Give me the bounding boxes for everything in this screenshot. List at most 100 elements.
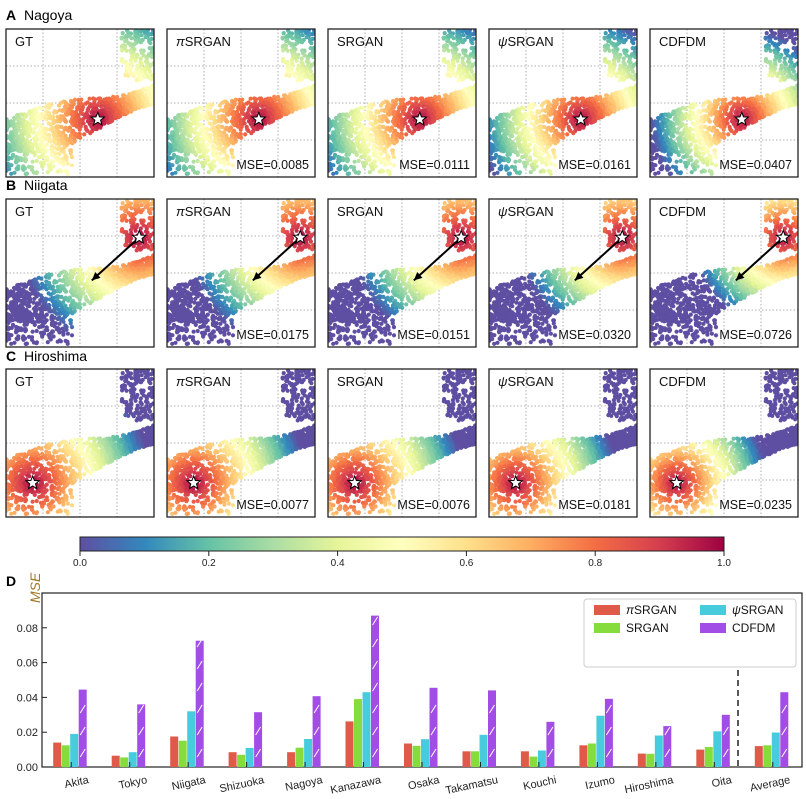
station-point [172,147,177,152]
station-point [445,38,450,44]
method-name: GT [15,34,33,49]
station-point [108,97,113,102]
station-point [245,115,250,120]
station-point [150,31,154,36]
station-point [455,33,460,38]
station-point [612,36,617,41]
station-point [596,102,601,107]
station-point [196,117,202,122]
station-point [24,152,29,157]
station-point [190,167,196,172]
station-point [493,152,499,157]
station-point [133,107,138,112]
station-point [53,151,58,156]
station-point [208,138,213,144]
station-point [181,124,186,129]
station-point [548,141,553,146]
section-b-letter: B [6,177,16,193]
station-point [441,36,446,41]
station-point [563,105,568,110]
station-point [329,146,334,151]
station-point [8,134,13,139]
station-point [129,36,134,41]
station-point [230,104,235,109]
station-point [216,125,221,130]
station-point [626,35,631,40]
station-point [544,146,549,151]
station-point [577,124,582,129]
station-point [267,107,272,112]
station-point [251,126,257,131]
station-point [52,129,58,134]
station-point [387,161,392,166]
station-point [515,152,520,157]
station-point [472,31,476,36]
station-point [498,113,503,118]
station-point [300,61,305,67]
station-point [110,118,115,123]
station-point [606,38,611,44]
station-point [281,57,286,62]
station-point [348,140,354,145]
station-point [465,35,470,40]
station-point [406,115,411,120]
station-point [91,110,96,116]
station-point [568,128,573,133]
station-point [49,152,55,157]
station-point [77,127,82,132]
station-point [207,110,213,115]
station-point [430,97,435,102]
station-point [543,108,548,113]
station-point [57,141,62,146]
station-point [504,128,509,133]
station-point [220,116,225,121]
station-point [365,137,370,142]
station-point [385,119,391,124]
station-point [442,57,447,62]
station-point [361,141,366,146]
station-point [311,31,315,36]
station-point [328,155,333,160]
station-point [567,115,572,120]
station-point [17,140,22,145]
station-point [189,126,194,131]
station-point [243,132,248,137]
station-point [126,67,131,72]
station-point [606,73,611,78]
station-point [148,85,153,91]
station-point [507,152,512,157]
station-point [24,120,29,125]
station-point [337,121,343,126]
station-point [358,105,363,110]
station-point [309,85,314,91]
station-point [565,132,570,137]
city-star-icon [89,110,106,127]
section-c-heading: C Hiroshima [6,348,87,364]
station-point [300,50,305,55]
station-point [222,149,227,154]
station-point [592,114,597,119]
station-point [390,148,395,153]
station-point [564,121,569,126]
map-panel-frame [488,28,638,178]
station-point [379,141,384,146]
station-point [91,96,96,101]
station-point [457,65,462,70]
station-point [20,124,25,129]
station-point [494,147,499,152]
station-point [229,148,234,153]
station-point [472,49,476,54]
station-point [610,104,615,109]
station-point [499,125,504,130]
station-point [28,126,33,131]
station-point [195,158,200,164]
station-point [338,166,343,171]
station-point [208,165,213,170]
station-point [452,96,457,101]
station-point [50,159,55,164]
station-point [381,137,386,142]
station-point [412,126,418,131]
station-point [231,141,236,146]
station-point [352,159,357,164]
station-point [38,137,43,142]
